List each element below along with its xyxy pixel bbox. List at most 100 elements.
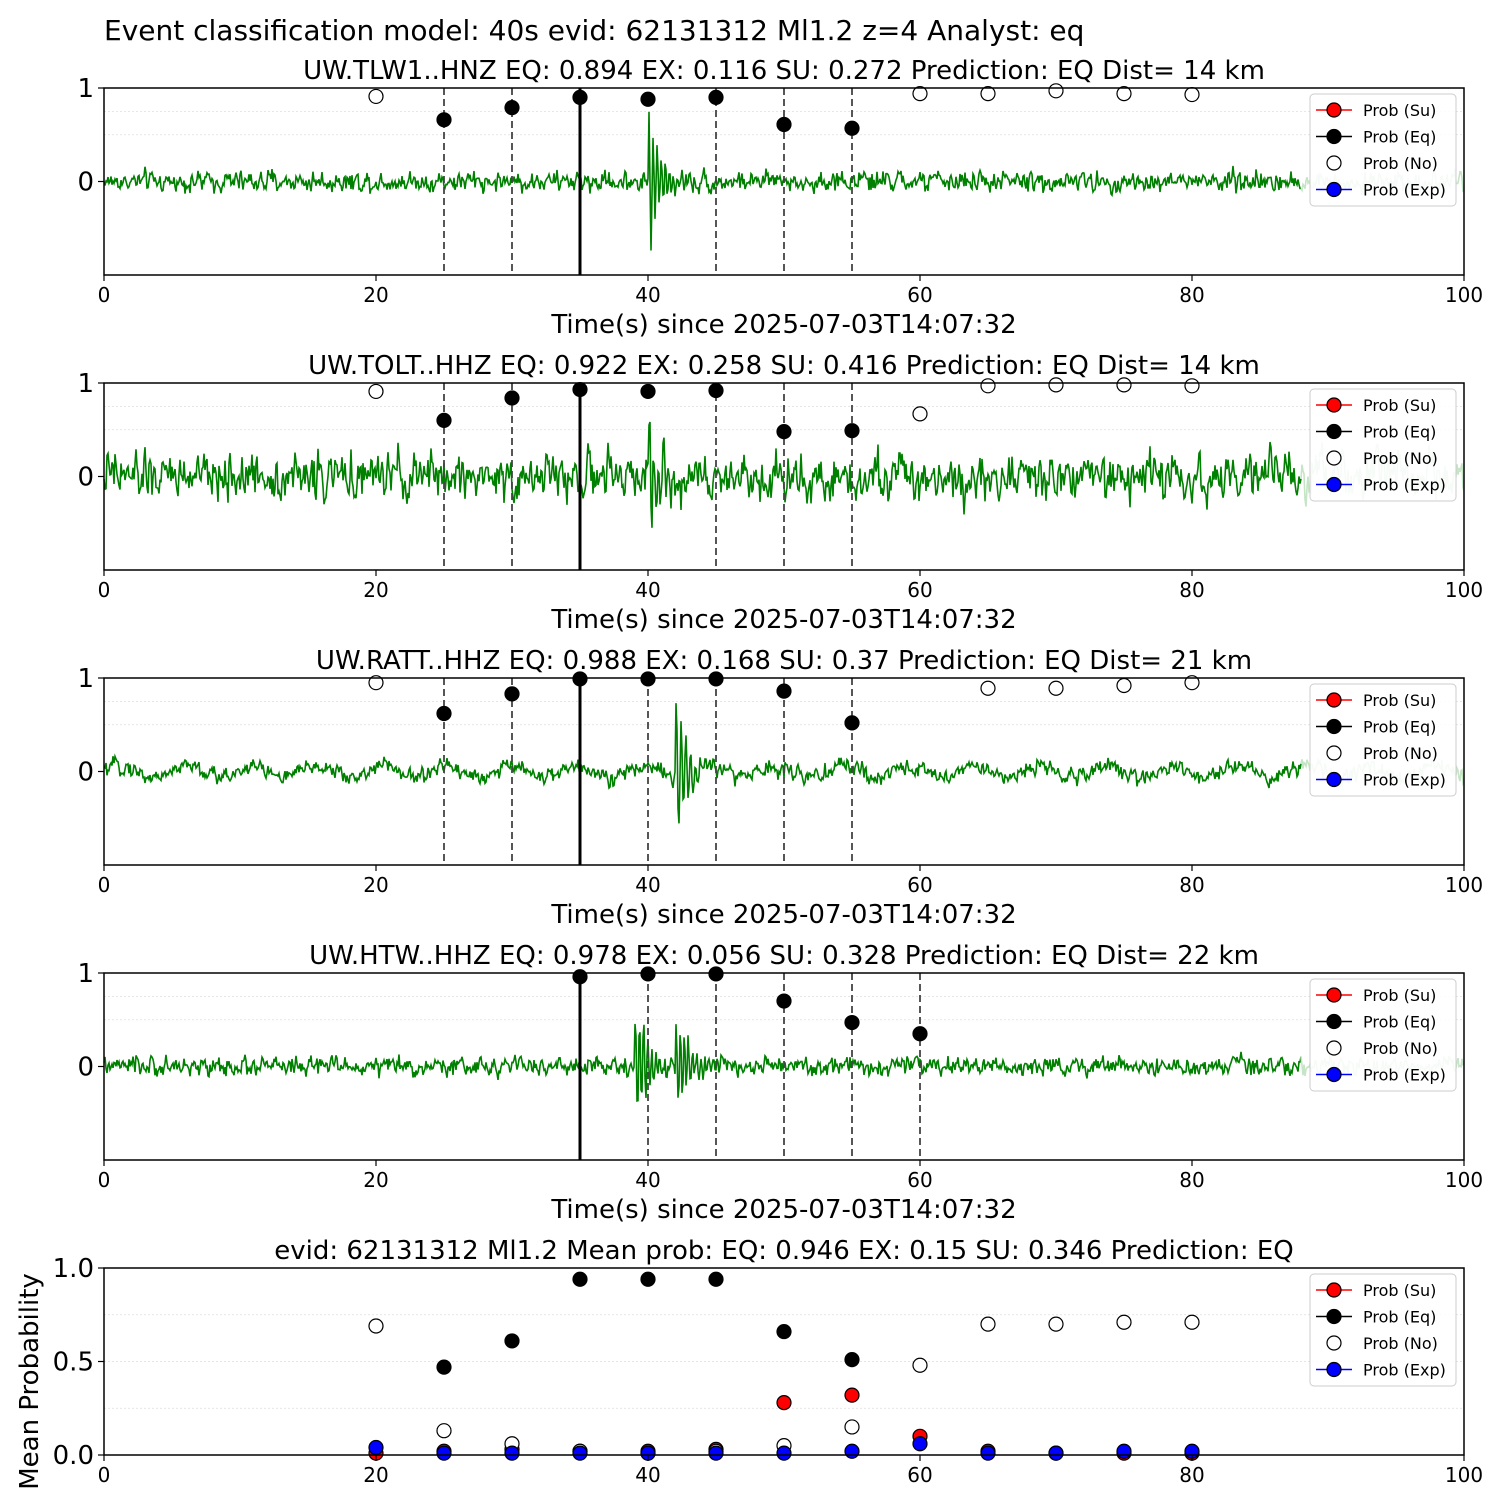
- x-tick-label: 80: [1179, 283, 1204, 307]
- legend-label: Prob (Exp): [1363, 771, 1446, 790]
- x-tick-label: 40: [635, 873, 660, 897]
- marker-probexp: [504, 1445, 520, 1461]
- x-tick-label: 0: [98, 873, 111, 897]
- x-tick-label: 100: [1445, 1168, 1483, 1192]
- legend-marker: [1326, 181, 1342, 198]
- legend-marker: [1326, 128, 1342, 145]
- legend-label: Prob (Eq): [1363, 128, 1436, 147]
- x-tick-label: 0: [98, 1168, 111, 1192]
- legend: Prob (Su) Prob (Eq) Prob (No) Prob (Exp): [1309, 1273, 1457, 1387]
- marker-probeq: [640, 966, 656, 982]
- panel-title: UW.HTW..HHZ EQ: 0.978 EX: 0.056 SU: 0.32…: [309, 941, 1259, 971]
- marker-probeq: [436, 412, 452, 428]
- y-tick-label: 1: [77, 74, 94, 104]
- marker-probexp: [436, 1445, 452, 1461]
- y-axis-label: Mean Probability: [15, 1273, 45, 1490]
- y-tick-label: 0: [77, 758, 94, 788]
- legend-label: Prob (Su): [1363, 396, 1436, 415]
- panel-title: UW.RATT..HHZ EQ: 0.988 EX: 0.168 SU: 0.3…: [316, 646, 1252, 676]
- legend-label: Prob (No): [1363, 154, 1438, 173]
- marker-probsu: [776, 1395, 792, 1411]
- marker-probeq: [776, 993, 792, 1009]
- marker-probexp: [1116, 1443, 1132, 1459]
- waveform-trace: [103, 703, 1302, 824]
- y-tick-label: 1: [77, 664, 94, 694]
- legend-label: Prob (Exp): [1363, 1361, 1446, 1380]
- marker-probeq: [640, 1271, 656, 1287]
- marker-probeq: [572, 671, 588, 687]
- legend-marker: [1326, 718, 1342, 735]
- waveform-trace: [103, 421, 1302, 528]
- marker-probno: [912, 1357, 928, 1373]
- x-tick-label: 20: [363, 1168, 388, 1192]
- marker-probeq: [572, 89, 588, 105]
- legend: Prob (Su) Prob (Eq) Prob (No) Prob (Exp): [1309, 978, 1457, 1092]
- legend-marker: [1326, 771, 1342, 788]
- legend-marker: [1326, 1308, 1342, 1325]
- legend-label: Prob (No): [1363, 1039, 1438, 1058]
- x-tick-label: 40: [635, 283, 660, 307]
- marker-probeq: [708, 1271, 724, 1287]
- x-tick-label: 60: [907, 283, 932, 307]
- x-tick-label: 0: [98, 1463, 111, 1487]
- y-tick-label: 0: [77, 168, 94, 198]
- legend-label: Prob (Exp): [1363, 1066, 1446, 1085]
- marker-probeq: [844, 1352, 860, 1368]
- legend-marker: [1326, 1361, 1342, 1378]
- chart-panel-1: UW.TOLT..HHZ EQ: 0.922 EX: 0.258 SU: 0.4…: [77, 351, 1483, 635]
- x-tick-label: 40: [635, 1168, 660, 1192]
- marker-probeq: [776, 683, 792, 699]
- marker-probexp: [1048, 1445, 1064, 1461]
- x-tick-label: 0: [98, 578, 111, 602]
- legend-label: Prob (Eq): [1363, 1013, 1436, 1032]
- legend: Prob (Su) Prob (Eq) Prob (No) Prob (Exp): [1309, 93, 1457, 207]
- marker-probexp: [368, 1439, 384, 1456]
- marker-probeq: [844, 423, 860, 439]
- x-tick-label: 80: [1179, 873, 1204, 897]
- marker-probexp: [776, 1445, 792, 1461]
- legend-marker: [1326, 987, 1342, 1003]
- legend-marker: [1326, 1040, 1342, 1056]
- x-tick-label: 60: [907, 1168, 932, 1192]
- x-tick-label: 80: [1179, 578, 1204, 602]
- marker-probeq: [844, 120, 860, 136]
- marker-probsu: [844, 1387, 860, 1403]
- y-tick-label: 0: [77, 1053, 94, 1083]
- x-tick-label: 100: [1445, 1463, 1483, 1487]
- marker-probeq: [436, 1359, 452, 1375]
- x-tick-label: 100: [1445, 873, 1483, 897]
- legend: Prob (Su) Prob (Eq) Prob (No) Prob (Exp): [1309, 683, 1457, 797]
- legend-marker: [1326, 476, 1342, 493]
- legend-marker: [1326, 1013, 1342, 1030]
- marker-probno: [1116, 86, 1132, 102]
- marker-probno: [1116, 377, 1132, 393]
- x-tick-label: 40: [635, 578, 660, 602]
- legend-marker: [1326, 397, 1342, 413]
- marker-probno: [912, 86, 928, 102]
- marker-probno: [1184, 86, 1200, 103]
- y-tick-label: 1: [77, 959, 94, 989]
- marker-probeq: [776, 1323, 792, 1340]
- x-tick-label: 40: [635, 1463, 660, 1487]
- marker-probeq: [504, 390, 520, 406]
- legend-label: Prob (Exp): [1363, 181, 1446, 200]
- marker-probeq: [572, 1271, 588, 1287]
- marker-probno: [1116, 677, 1132, 694]
- marker-probeq: [844, 1014, 860, 1031]
- x-axis-label: Time(s) since 2025-07-03T14:07:32: [550, 1195, 1016, 1225]
- marker-probexp: [572, 1445, 588, 1461]
- x-tick-label: 60: [907, 578, 932, 602]
- x-tick-label: 0: [98, 283, 111, 307]
- y-tick-label: 0.5: [53, 1348, 94, 1378]
- marker-probeq: [640, 383, 656, 400]
- marker-probeq: [708, 382, 724, 399]
- legend: Prob (Su) Prob (Eq) Prob (No) Prob (Exp): [1309, 388, 1457, 502]
- legend-label: Prob (Eq): [1363, 718, 1436, 737]
- legend-frame: [1309, 978, 1457, 1092]
- x-axis-label: Time(s) since 2025-07-03T14:07:32: [550, 310, 1016, 340]
- legend-marker: [1326, 1282, 1342, 1298]
- x-tick-label: 80: [1179, 1463, 1204, 1487]
- x-tick-label: 60: [907, 1463, 932, 1487]
- marker-probno: [368, 1318, 384, 1334]
- x-tick-label: 20: [363, 578, 388, 602]
